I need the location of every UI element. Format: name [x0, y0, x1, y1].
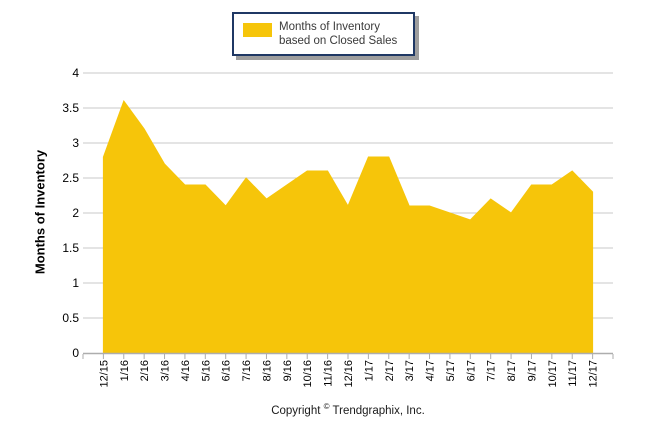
y-tick-label: 2.5 — [62, 171, 79, 185]
x-tick-label: 3/16 — [160, 360, 172, 381]
legend-swatch-icon — [243, 23, 272, 37]
x-tick-label: 2/16 — [139, 360, 151, 381]
x-tick-label: 7/16 — [241, 360, 253, 381]
copyright-text: Copyright © Trendgraphix, Inc. — [83, 402, 613, 417]
x-tick-label: 5/17 — [445, 360, 457, 381]
y-tick-label: 4 — [72, 66, 79, 80]
y-tick-label: 3.5 — [62, 101, 79, 115]
x-tick-label: 11/16 — [323, 360, 335, 387]
inventory-area-series — [102, 99, 594, 354]
legend-label: Months of Inventory based on Closed Sale… — [279, 21, 398, 47]
x-tick-label: 4/16 — [180, 360, 192, 381]
y-tick-label: 1.5 — [62, 241, 79, 255]
x-tick-label: 1/17 — [363, 360, 375, 381]
x-tick-label: 9/16 — [282, 360, 294, 381]
copyright-symbol-icon: © — [323, 402, 330, 411]
x-tick-label: 12/15 — [98, 360, 110, 388]
x-tick-label: 4/17 — [425, 360, 437, 381]
legend: Months of Inventory based on Closed Sale… — [232, 12, 415, 56]
x-tick-label: 8/16 — [261, 360, 273, 381]
y-tick-label: 2 — [72, 206, 79, 220]
x-tick-label: 1/16 — [119, 360, 131, 381]
x-tick-label: 10/17 — [547, 360, 559, 388]
x-tick-label: 6/17 — [465, 360, 477, 381]
copyright-suffix: Trendgraphix, Inc. — [329, 404, 425, 417]
x-tick-label: 8/17 — [506, 360, 518, 381]
x-tick-label: 12/16 — [343, 360, 355, 388]
x-tick-label: 6/16 — [221, 360, 233, 381]
x-tick-label: 3/17 — [404, 360, 416, 381]
x-tick-label: 10/16 — [302, 360, 314, 388]
y-tick-label: 0.5 — [62, 311, 79, 325]
x-tick-label: 2/17 — [384, 360, 396, 381]
x-tick-label: 9/17 — [526, 360, 538, 381]
x-tick-label: 11/17 — [567, 360, 579, 387]
y-tick-label: 3 — [72, 136, 79, 150]
copyright-prefix: Copyright — [271, 404, 324, 417]
x-tick-label: 12/17 — [588, 360, 600, 388]
x-tick-label: 7/17 — [486, 360, 498, 381]
x-tick-label: 5/16 — [200, 360, 212, 381]
y-tick-label: 1 — [72, 276, 79, 290]
y-tick-label: 0 — [72, 346, 79, 360]
